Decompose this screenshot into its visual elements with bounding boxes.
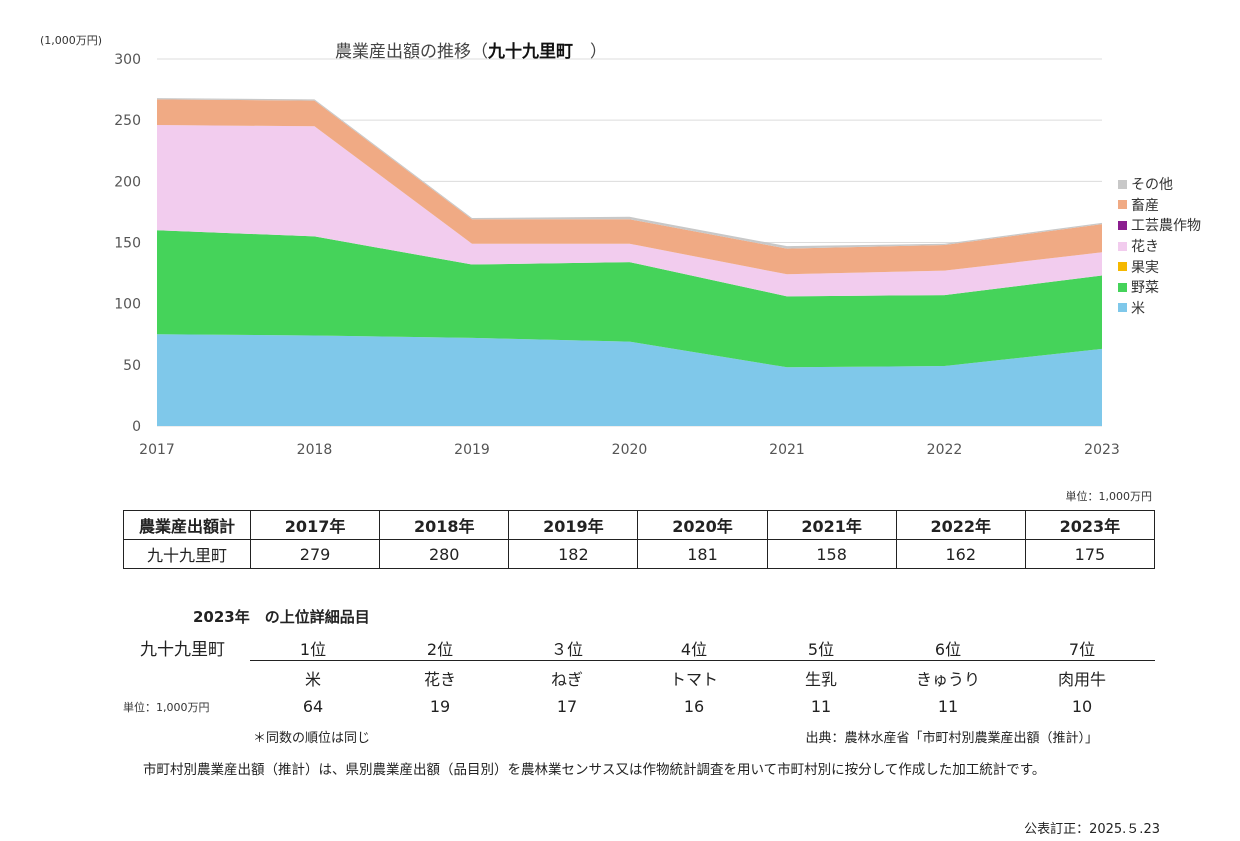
legend-swatch <box>1118 220 1127 230</box>
legend-item: その他 <box>1118 174 1201 195</box>
y-tick-label: 200 <box>114 174 141 190</box>
item-value: 11 <box>937 697 959 716</box>
item-name: 米 <box>304 670 321 689</box>
rank-note: ＊同数の順位は同じ <box>253 731 371 746</box>
totals-value-cell: 182 <box>508 539 639 569</box>
totals-row-label: 九十九里町 <box>123 539 251 569</box>
source-text: 出典：農林水産省「市町村別農業産出額（推計）」 <box>805 731 1098 746</box>
item-name: きゅうり <box>915 670 980 689</box>
legend-swatch <box>1118 241 1127 251</box>
item-name: 花き <box>423 670 456 689</box>
item-value: 17 <box>556 697 578 716</box>
chart-title-main: 農業産出額の推移（ <box>335 42 488 62</box>
legend-label: 米 <box>1131 300 1145 317</box>
revised-date: 公表訂正：2025.５.23 <box>1024 822 1160 837</box>
chart-legend: その他畜産工芸農作物花き果実野菜米 <box>1118 174 1201 318</box>
rank-divider <box>250 660 1155 661</box>
x-tick-label: 2022 <box>927 442 963 458</box>
y-tick-label: 0 <box>132 419 141 435</box>
item-value: 11 <box>810 697 832 716</box>
y-tick-label: 300 <box>114 52 141 68</box>
chart-title: 農業産出額の推移（九十九里町 ） <box>335 37 607 62</box>
item-value: 16 <box>683 697 705 716</box>
rank-label: 7位 <box>1068 640 1096 659</box>
totals-year-header: 2017年 <box>249 510 381 540</box>
legend-item: 花き <box>1118 236 1201 257</box>
totals-header-row: 農業産出額計 2017年 2018年 2019年 2020年 2021年 2022年 202… <box>123 510 1156 540</box>
x-tick-label: 2023 <box>1084 442 1120 458</box>
top-items-title: 2023年 の上位詳細品目 <box>193 608 370 626</box>
legend-item: 野菜 <box>1118 277 1201 298</box>
rank-label: 1位 <box>299 640 327 659</box>
area-series-6 <box>157 98 1102 249</box>
totals-value-cell: 158 <box>766 539 897 569</box>
x-tick-label: 2017 <box>139 442 175 458</box>
x-tick-label: 2020 <box>612 442 648 458</box>
top-items-unit: 単位：1,000万円 <box>123 701 210 714</box>
totals-table: 農業産出額計 2017年 2018年 2019年 2020年 2021年 2022年 202… <box>123 510 1156 569</box>
area-chart: 0 50 100 150 200 250 300 2017 2018 2019 2020 2021 20… <box>114 52 1120 458</box>
area-series-1 <box>157 230 1102 368</box>
item-value: 64 <box>302 697 324 716</box>
legend-label: 野菜 <box>1131 280 1159 297</box>
legend-item: 米 <box>1118 298 1201 319</box>
rank-label: 2位 <box>426 640 454 659</box>
totals-year-header: 2018年 <box>379 510 510 540</box>
rank-label: 5位 <box>807 640 835 659</box>
top-items-place: 九十九里町 <box>140 640 225 660</box>
description-text: 市町村別農業産出額（推計）は、県別農業産出額（品目別）を農林業センサス又は作物統… <box>143 762 1046 778</box>
y-tick-label: 100 <box>114 297 141 313</box>
totals-value-cell: 162 <box>895 539 1026 569</box>
area-series-5 <box>157 99 1102 275</box>
rank-label: ３位 <box>550 640 583 659</box>
rank-label: 6位 <box>934 640 962 659</box>
item-value: 19 <box>429 697 451 716</box>
totals-header-label: 農業産出額計 <box>123 510 251 540</box>
x-tick-label: 2019 <box>454 442 490 458</box>
totals-value-cell: 280 <box>379 539 510 569</box>
y-tick-label: 250 <box>114 113 141 129</box>
totals-year-header: 2021年 <box>766 510 897 540</box>
y-tick-label: 150 <box>114 236 141 252</box>
legend-swatch <box>1118 303 1127 313</box>
legend-swatch <box>1118 179 1127 189</box>
x-tick-label: 2018 <box>297 442 333 458</box>
item-name: 生乳 <box>804 670 837 689</box>
totals-value-cell: 181 <box>637 539 768 569</box>
legend-label: 工芸農作物 <box>1131 218 1201 235</box>
legend-swatch <box>1118 282 1127 292</box>
item-name: トマト <box>669 670 718 689</box>
item-name: 肉用牛 <box>1057 670 1106 689</box>
totals-value-cell: 279 <box>249 539 381 569</box>
rank-label: 4位 <box>680 640 708 659</box>
area-series-3 <box>157 125 1102 297</box>
legend-label: 畜産 <box>1131 197 1159 214</box>
legend-label: その他 <box>1131 177 1173 194</box>
item-name: ねぎ <box>550 670 583 689</box>
totals-value-cell: 175 <box>1024 539 1156 569</box>
legend-item: 果実 <box>1118 256 1201 277</box>
totals-unit: 単位：1,000万円 <box>1065 490 1153 503</box>
legend-swatch <box>1118 262 1127 272</box>
y-axis-unit: (1,000万円) <box>40 34 103 47</box>
legend-item: 畜産 <box>1118 195 1201 216</box>
legend-label: 花き <box>1131 239 1159 256</box>
chart-title-place: 九十九里町 <box>488 42 573 62</box>
totals-year-header: 2023年 <box>1024 510 1156 540</box>
y-tick-label: 50 <box>123 358 141 374</box>
legend-swatch <box>1118 200 1127 210</box>
legend-item: 工芸農作物 <box>1118 215 1201 236</box>
totals-year-header: 2022年 <box>895 510 1026 540</box>
totals-value-row: 九十九里町 279 280 182 181 158 162 175 <box>123 539 1156 569</box>
legend-label: 果実 <box>1131 259 1159 276</box>
totals-year-header: 2020年 <box>637 510 768 540</box>
totals-year-header: 2019年 <box>508 510 639 540</box>
area-series-0 <box>157 334 1102 426</box>
item-value: 10 <box>1071 697 1093 716</box>
chart-title-suffix: ） <box>573 42 607 62</box>
x-tick-label: 2021 <box>769 442 805 458</box>
